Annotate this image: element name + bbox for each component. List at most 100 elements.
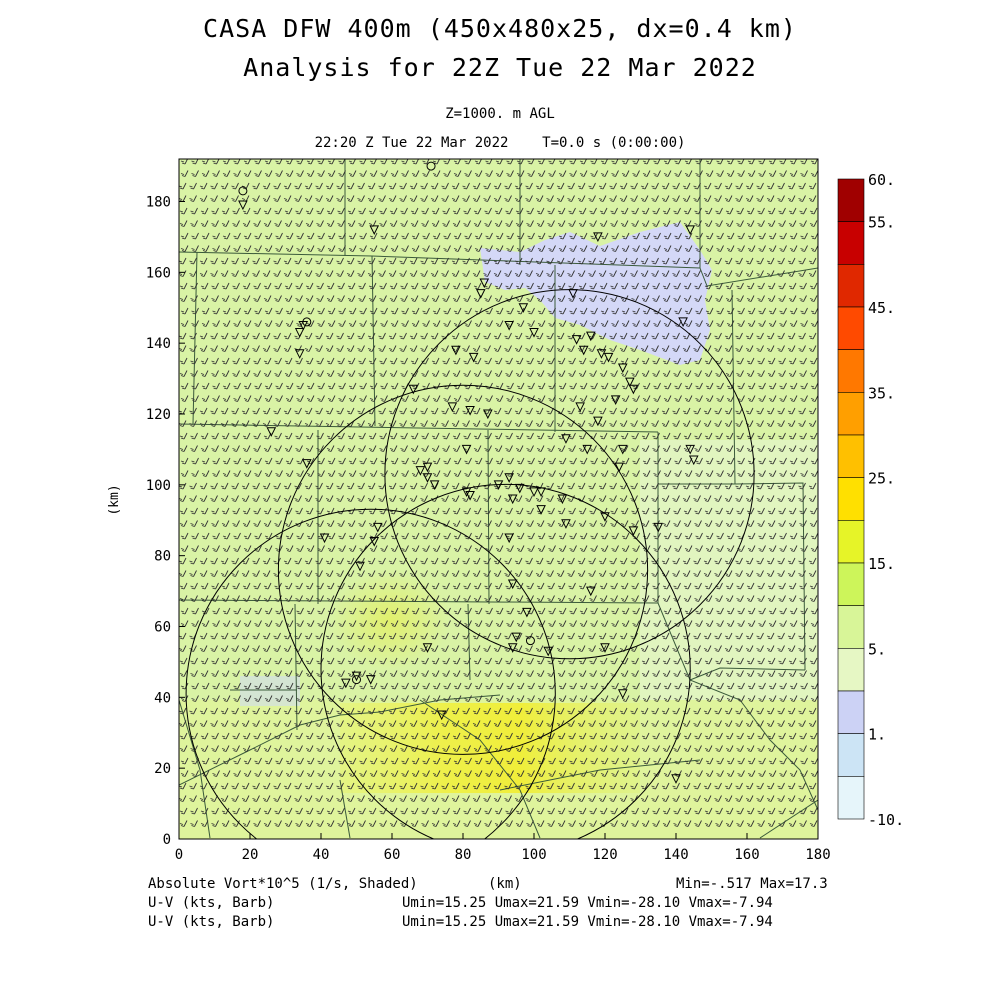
- station-triangle: [355, 561, 365, 572]
- station-triangle: [593, 232, 603, 243]
- station-triangle: [561, 434, 571, 444]
- station-triangle: [617, 363, 628, 374]
- station-triangle: [436, 710, 447, 721]
- y-tick-label: 120: [146, 407, 171, 423]
- y-axis: 0 20 40 60 80 100 120 140 160 180: [146, 195, 185, 848]
- station-triangle: [511, 632, 522, 643]
- station-circle: [302, 317, 312, 327]
- colorbar-swatch: [837, 520, 865, 564]
- x-tick-label: 20: [242, 847, 259, 863]
- station-circle: [426, 161, 436, 171]
- station-triangle: [582, 444, 593, 455]
- station-triangle: [536, 487, 546, 498]
- y-axis-label: (km): [107, 484, 122, 515]
- field-label: Absolute Vort*10^5 (1/s, Shaded): [148, 876, 418, 892]
- x-tick-label: 120: [592, 847, 617, 863]
- y-tick-label: 60: [154, 620, 171, 636]
- vector-label-1: U-V (kts, Barb): [148, 895, 275, 911]
- station-triangle: [678, 317, 688, 328]
- plot-frame: [178, 158, 819, 840]
- station-triangle: [522, 607, 532, 618]
- station-triangle: [536, 505, 546, 515]
- colorbar-swatch: [837, 776, 865, 820]
- x-tick-label: 40: [313, 847, 330, 863]
- station-triangle: [575, 402, 585, 413]
- station-triangle: [610, 395, 621, 405]
- station-triangle: [301, 459, 312, 469]
- station-triangle: [369, 537, 380, 547]
- station-triangle: [461, 487, 472, 498]
- station-triangle: [483, 409, 493, 420]
- station-circle: [352, 675, 361, 685]
- station-triangle: [475, 289, 486, 299]
- x-tick-label: 60: [384, 847, 401, 863]
- colorbar-label: 45.: [868, 299, 895, 317]
- station-triangle: [369, 225, 380, 235]
- station-triangle: [372, 522, 383, 533]
- title-line-2: Analysis for 22Z Tue 22 Mar 2022: [243, 53, 757, 82]
- title-line-1: CASA DFW 400m (450x480x25, dx=0.4 km): [203, 14, 797, 43]
- station-triangle: [447, 402, 458, 413]
- station-triangle: [568, 289, 578, 299]
- station-triangle: [514, 483, 525, 494]
- colorbar: 60. 55. 45. 35. 25. 15. 5. 1. -10.: [837, 171, 904, 829]
- station-triangle: [543, 646, 554, 657]
- colorbar-swatch: [837, 648, 865, 692]
- station-triangle: [451, 345, 461, 356]
- station-triangle: [507, 643, 518, 653]
- station-triangle: [600, 643, 610, 653]
- station-triangle: [504, 473, 514, 483]
- colorbar-swatch: [837, 562, 865, 606]
- station-triangle: [507, 494, 518, 505]
- colorbar-label: 25.: [868, 470, 895, 488]
- station-triangle: [596, 349, 607, 359]
- station-triangle: [593, 416, 603, 427]
- x-axis-label: (km): [488, 876, 522, 892]
- station-triangle: [504, 533, 514, 544]
- station-triangle: [493, 480, 504, 490]
- station-triangle: [465, 405, 475, 416]
- station-triangle: [429, 480, 440, 490]
- station-triangle: [468, 352, 479, 363]
- x-tick-label: 140: [663, 847, 688, 863]
- station-triangle: [461, 444, 472, 455]
- station-triangle: [653, 522, 664, 533]
- station-triangle: [614, 462, 625, 473]
- station-triangle: [504, 320, 514, 331]
- colorbar-swatch: [837, 690, 865, 734]
- station-triangle: [529, 328, 539, 338]
- station-triangle: [415, 466, 426, 476]
- station-triangle: [294, 349, 305, 359]
- station-triangle: [578, 345, 589, 356]
- colorbar-label: -10.: [868, 811, 904, 829]
- level-label: Z=1000. m AGL: [445, 106, 555, 122]
- y-tick-label: 80: [154, 549, 171, 565]
- station-triangle: [628, 384, 639, 395]
- station-triangle: [688, 455, 699, 466]
- x-tick-label: 160: [734, 847, 759, 863]
- station-triangle: [479, 278, 490, 289]
- station-triangle: [585, 586, 596, 597]
- station-triangle: [266, 427, 277, 437]
- station-triangle: [557, 494, 568, 505]
- y-tick-label: 20: [154, 761, 171, 777]
- colorbar-swatch: [837, 221, 865, 265]
- colorbar-label: 5.: [868, 640, 886, 658]
- station-triangle: [465, 490, 475, 501]
- station-markers: [238, 161, 699, 784]
- radar-ring: [320, 483, 691, 839]
- colorbar-swatch: [837, 392, 865, 436]
- radar-ring: [277, 384, 649, 755]
- colorbar-swatch: [837, 264, 865, 308]
- colorbar-label: 1.: [868, 726, 886, 744]
- y-tick-label: 40: [154, 690, 171, 706]
- x-tick-label: 180: [805, 847, 830, 863]
- colorbar-swatch: [837, 178, 865, 222]
- y-tick-label: 160: [146, 265, 171, 281]
- station-triangle: [685, 225, 696, 235]
- x-axis: 0 20 40 60 80 100 120 140 160 180: [175, 833, 831, 863]
- colorbar-swatch: [837, 733, 865, 777]
- x-tick-label: 100: [521, 847, 546, 863]
- station-triangle: [600, 512, 610, 522]
